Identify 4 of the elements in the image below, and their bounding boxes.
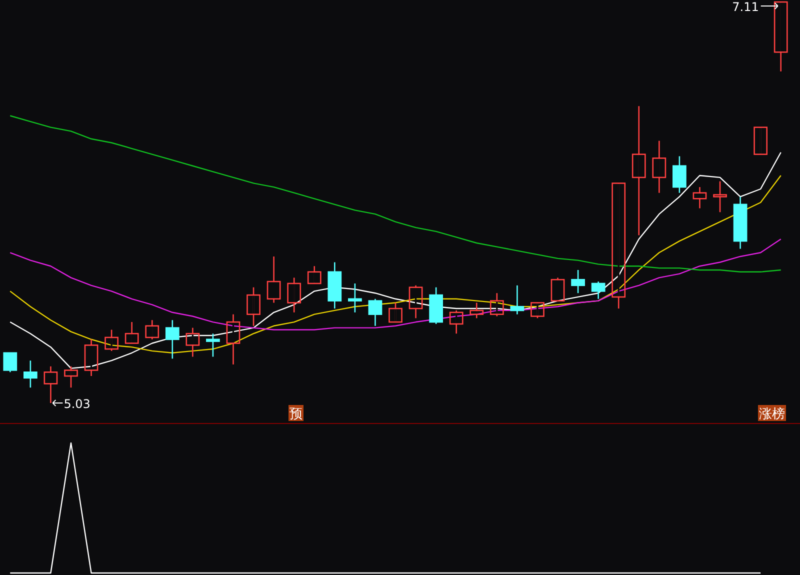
text: 预	[290, 407, 302, 422]
annotation: 5.03	[64, 397, 90, 411]
text: 涨榜	[759, 407, 785, 422]
annotation: 7.11	[732, 0, 759, 14]
